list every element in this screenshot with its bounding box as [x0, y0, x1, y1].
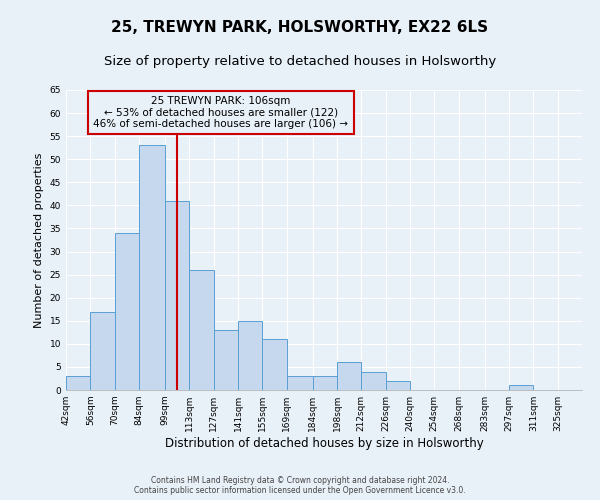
Text: 25 TREWYN PARK: 106sqm
← 53% of detached houses are smaller (122)
46% of semi-de: 25 TREWYN PARK: 106sqm ← 53% of detached…	[93, 96, 348, 129]
Bar	[262, 339, 287, 390]
Bar	[313, 376, 337, 390]
Bar	[238, 321, 262, 390]
X-axis label: Distribution of detached houses by size in Holsworthy: Distribution of detached houses by size …	[164, 437, 484, 450]
Text: Size of property relative to detached houses in Holsworthy: Size of property relative to detached ho…	[104, 55, 496, 68]
Bar	[115, 233, 139, 390]
Bar	[287, 376, 313, 390]
Text: Contains public sector information licensed under the Open Government Licence v3: Contains public sector information licen…	[134, 486, 466, 495]
Bar	[66, 376, 91, 390]
Bar	[337, 362, 361, 390]
Bar	[165, 201, 190, 390]
Bar	[214, 330, 238, 390]
Bar	[190, 270, 214, 390]
Text: Contains HM Land Registry data © Crown copyright and database right 2024.: Contains HM Land Registry data © Crown c…	[151, 476, 449, 485]
Bar	[361, 372, 386, 390]
Bar	[139, 146, 165, 390]
Y-axis label: Number of detached properties: Number of detached properties	[34, 152, 44, 328]
Bar	[386, 381, 410, 390]
Bar	[509, 386, 533, 390]
Text: 25, TREWYN PARK, HOLSWORTHY, EX22 6LS: 25, TREWYN PARK, HOLSWORTHY, EX22 6LS	[112, 20, 488, 35]
Bar	[91, 312, 115, 390]
